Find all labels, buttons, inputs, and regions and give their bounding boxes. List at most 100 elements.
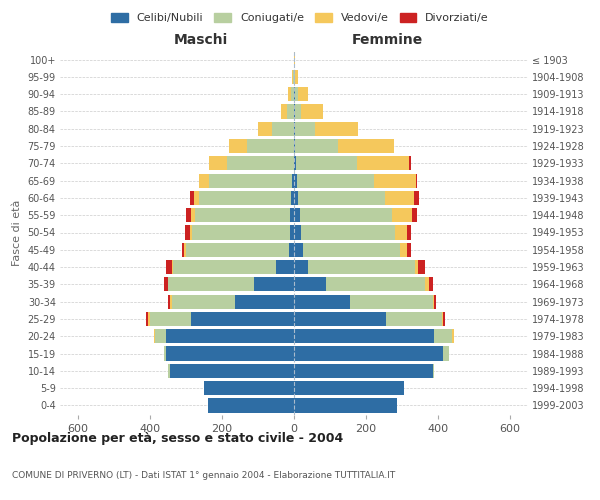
- Bar: [166, 260, 172, 274]
- Bar: [146, 312, 148, 326]
- Bar: [418, 260, 425, 274]
- Bar: [170, 294, 172, 309]
- Bar: [173, 260, 276, 274]
- Bar: [164, 278, 168, 291]
- Bar: [291, 87, 294, 101]
- Bar: [272, 122, 294, 136]
- Bar: [164, 346, 166, 360]
- Bar: [186, 208, 191, 222]
- Bar: [294, 174, 297, 188]
- Text: Popolazione per età, sesso e stato civile - 2004: Popolazione per età, sesso e stato civil…: [12, 432, 343, 445]
- Bar: [386, 312, 442, 326]
- Y-axis label: Fasce di età: Fasce di età: [12, 200, 22, 266]
- Bar: [229, 139, 247, 153]
- Bar: [209, 156, 227, 170]
- Bar: [296, 156, 357, 170]
- Bar: [294, 312, 386, 326]
- Bar: [168, 294, 170, 309]
- Bar: [301, 208, 392, 222]
- Bar: [294, 139, 295, 153]
- Bar: [301, 226, 395, 239]
- Bar: [288, 87, 291, 101]
- Bar: [184, 242, 186, 257]
- Bar: [190, 226, 193, 239]
- Bar: [199, 174, 209, 188]
- Bar: [191, 312, 294, 326]
- Bar: [294, 70, 295, 84]
- Bar: [443, 312, 445, 326]
- Bar: [395, 226, 407, 239]
- Bar: [442, 312, 443, 326]
- Bar: [298, 191, 385, 205]
- Text: COMUNE DI PRIVERNO (LT) - Dati ISTAT 1° gennaio 2004 - Elaborazione TUTTITALIA.I: COMUNE DI PRIVERNO (LT) - Dati ISTAT 1° …: [12, 471, 395, 480]
- Bar: [434, 329, 452, 344]
- Bar: [433, 364, 434, 378]
- Bar: [190, 191, 194, 205]
- Text: Femmine: Femmine: [352, 34, 423, 48]
- Bar: [294, 398, 397, 412]
- Bar: [294, 208, 301, 222]
- Bar: [148, 312, 150, 326]
- Bar: [295, 139, 338, 153]
- Bar: [199, 191, 291, 205]
- Bar: [235, 294, 294, 309]
- Bar: [254, 278, 294, 291]
- Bar: [407, 226, 411, 239]
- Bar: [281, 104, 287, 118]
- Bar: [326, 278, 425, 291]
- Bar: [294, 87, 295, 101]
- Bar: [294, 346, 443, 360]
- Bar: [295, 87, 298, 101]
- Bar: [276, 260, 294, 274]
- Bar: [294, 381, 404, 396]
- Bar: [385, 191, 413, 205]
- Bar: [298, 87, 308, 101]
- Bar: [295, 104, 301, 118]
- Bar: [425, 278, 429, 291]
- Bar: [433, 294, 434, 309]
- Bar: [292, 174, 294, 188]
- Bar: [155, 329, 166, 344]
- Bar: [294, 329, 434, 344]
- Bar: [412, 208, 418, 222]
- Bar: [413, 191, 419, 205]
- Bar: [292, 70, 293, 84]
- Bar: [294, 242, 303, 257]
- Bar: [294, 364, 433, 378]
- Bar: [166, 329, 294, 344]
- Bar: [294, 226, 301, 239]
- Bar: [289, 242, 294, 257]
- Bar: [172, 294, 235, 309]
- Bar: [338, 139, 394, 153]
- Bar: [295, 122, 314, 136]
- Bar: [303, 242, 400, 257]
- Bar: [294, 156, 296, 170]
- Bar: [452, 329, 454, 344]
- Bar: [294, 104, 295, 118]
- Bar: [407, 242, 411, 257]
- Bar: [191, 208, 195, 222]
- Bar: [416, 174, 418, 188]
- Bar: [193, 226, 290, 239]
- Bar: [185, 226, 190, 239]
- Bar: [227, 156, 294, 170]
- Bar: [357, 156, 409, 170]
- Bar: [208, 398, 294, 412]
- Bar: [294, 260, 308, 274]
- Bar: [290, 226, 294, 239]
- Bar: [308, 260, 415, 274]
- Bar: [168, 278, 254, 291]
- Bar: [295, 70, 298, 84]
- Bar: [429, 278, 433, 291]
- Bar: [293, 70, 294, 84]
- Bar: [294, 191, 298, 205]
- Bar: [290, 208, 294, 222]
- Bar: [314, 122, 358, 136]
- Bar: [294, 278, 326, 291]
- Bar: [350, 294, 433, 309]
- Bar: [204, 381, 294, 396]
- Bar: [170, 364, 294, 378]
- Bar: [297, 174, 374, 188]
- Bar: [400, 242, 407, 257]
- Bar: [209, 174, 292, 188]
